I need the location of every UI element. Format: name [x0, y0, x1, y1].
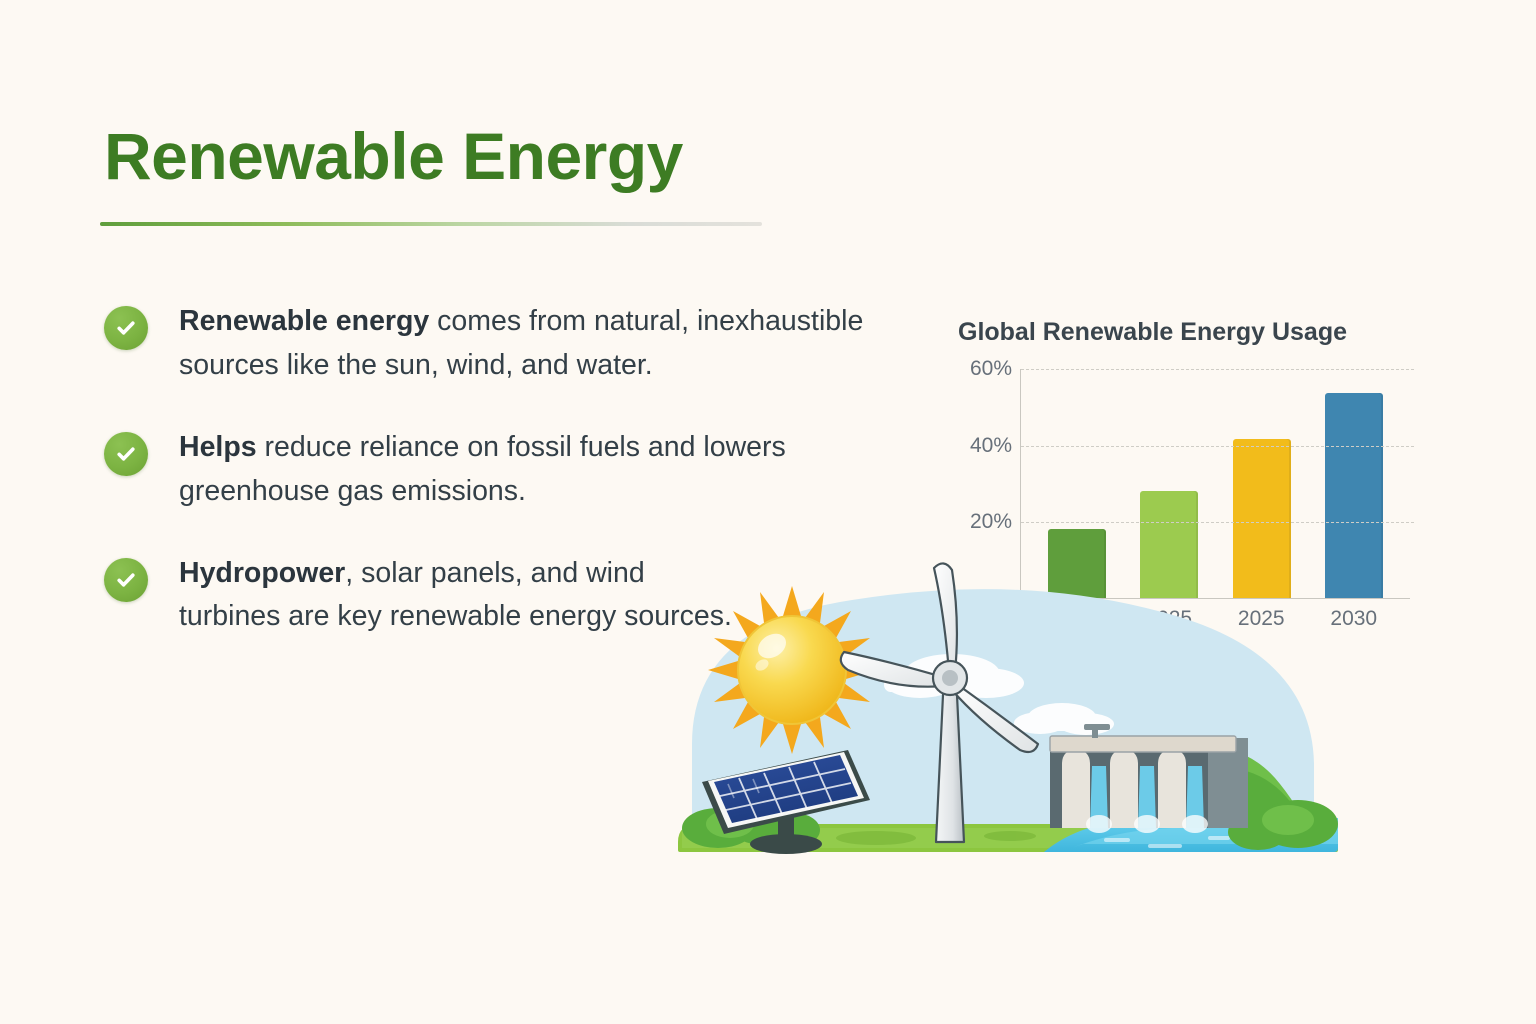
- list-item-text: Hydropower, solar panels, and wind turbi…: [179, 552, 739, 640]
- list-item-rest: reduce reliance on fossil fuels and lowe…: [179, 430, 786, 507]
- chart-bar[interactable]: [1048, 529, 1107, 598]
- check-circle-icon: [104, 431, 148, 476]
- chart-bar[interactable]: [1140, 490, 1199, 598]
- check-circle-icon: [104, 306, 148, 350]
- title-underline-divider: [100, 222, 762, 226]
- solar-panel-icon: [702, 750, 870, 854]
- list-item-rest: comes from natural, inexhaustible source…: [179, 305, 864, 381]
- bullet-list: Renewable energy comes from natural, ine…: [104, 300, 934, 639]
- list-item-emphasis: Helps: [179, 430, 257, 463]
- chart-bar[interactable]: [1232, 438, 1291, 598]
- chart-gridline: [1021, 522, 1414, 524]
- chart-bar-column[interactable]: [1324, 369, 1383, 598]
- hydro-dam-icon: [1049, 724, 1248, 833]
- grass-detail: [836, 831, 1036, 845]
- list-item-text: Renewable energy comes from natural, ine…: [179, 300, 934, 388]
- chart-bar[interactable]: [1324, 392, 1383, 598]
- chart-x-tick-label: 2030: [1330, 607, 1378, 630]
- chart-bar-column[interactable]: [1232, 369, 1291, 598]
- list-item: Renewable energy comes from natural, ine…: [104, 300, 934, 388]
- chart-x-tick-label: 2025: [1237, 607, 1285, 630]
- chart-y-tick-label: 60%: [969, 357, 1012, 380]
- list-item-emphasis: Hydropower: [179, 556, 346, 589]
- chart-plot-area: [1020, 369, 1414, 599]
- chart-bar-column[interactable]: [1048, 369, 1107, 598]
- list-item: Helps reduce reliance on fossil fuels an…: [104, 426, 934, 514]
- list-item-emphasis: Renewable energy: [179, 305, 430, 337]
- list-item: Hydropower, solar panels, and wind turbi…: [104, 552, 934, 640]
- chart-title: Global Renewable Energy Usage: [958, 318, 1348, 346]
- chart-bars: [1021, 369, 1410, 598]
- bar-chart: 20%40%60% 2020202520252030: [958, 357, 1414, 644]
- chart-y-tick-label: 20%: [969, 510, 1012, 534]
- chart-block: Global Renewable Energy Usage 20% 40% 60% …: [958, 318, 1418, 644]
- renewable-energy-illustration: [652, 552, 1364, 864]
- chart-y-tick-label: 40%: [969, 433, 1012, 457]
- page-title: Renewable Energy: [104, 119, 683, 193]
- check-circle-icon: [104, 557, 148, 602]
- chart-gridline: [1021, 445, 1414, 447]
- chart-bar-column[interactable]: [1140, 369, 1199, 598]
- sun-icon: [708, 586, 876, 754]
- list-item-rest: , solar panels, and wind turbines are ke…: [179, 556, 732, 633]
- wind-turbine-icon: [839, 562, 1040, 844]
- chart-gridline: [1021, 369, 1414, 370]
- list-item-text: Helps reduce reliance on fossil fuels an…: [179, 426, 934, 514]
